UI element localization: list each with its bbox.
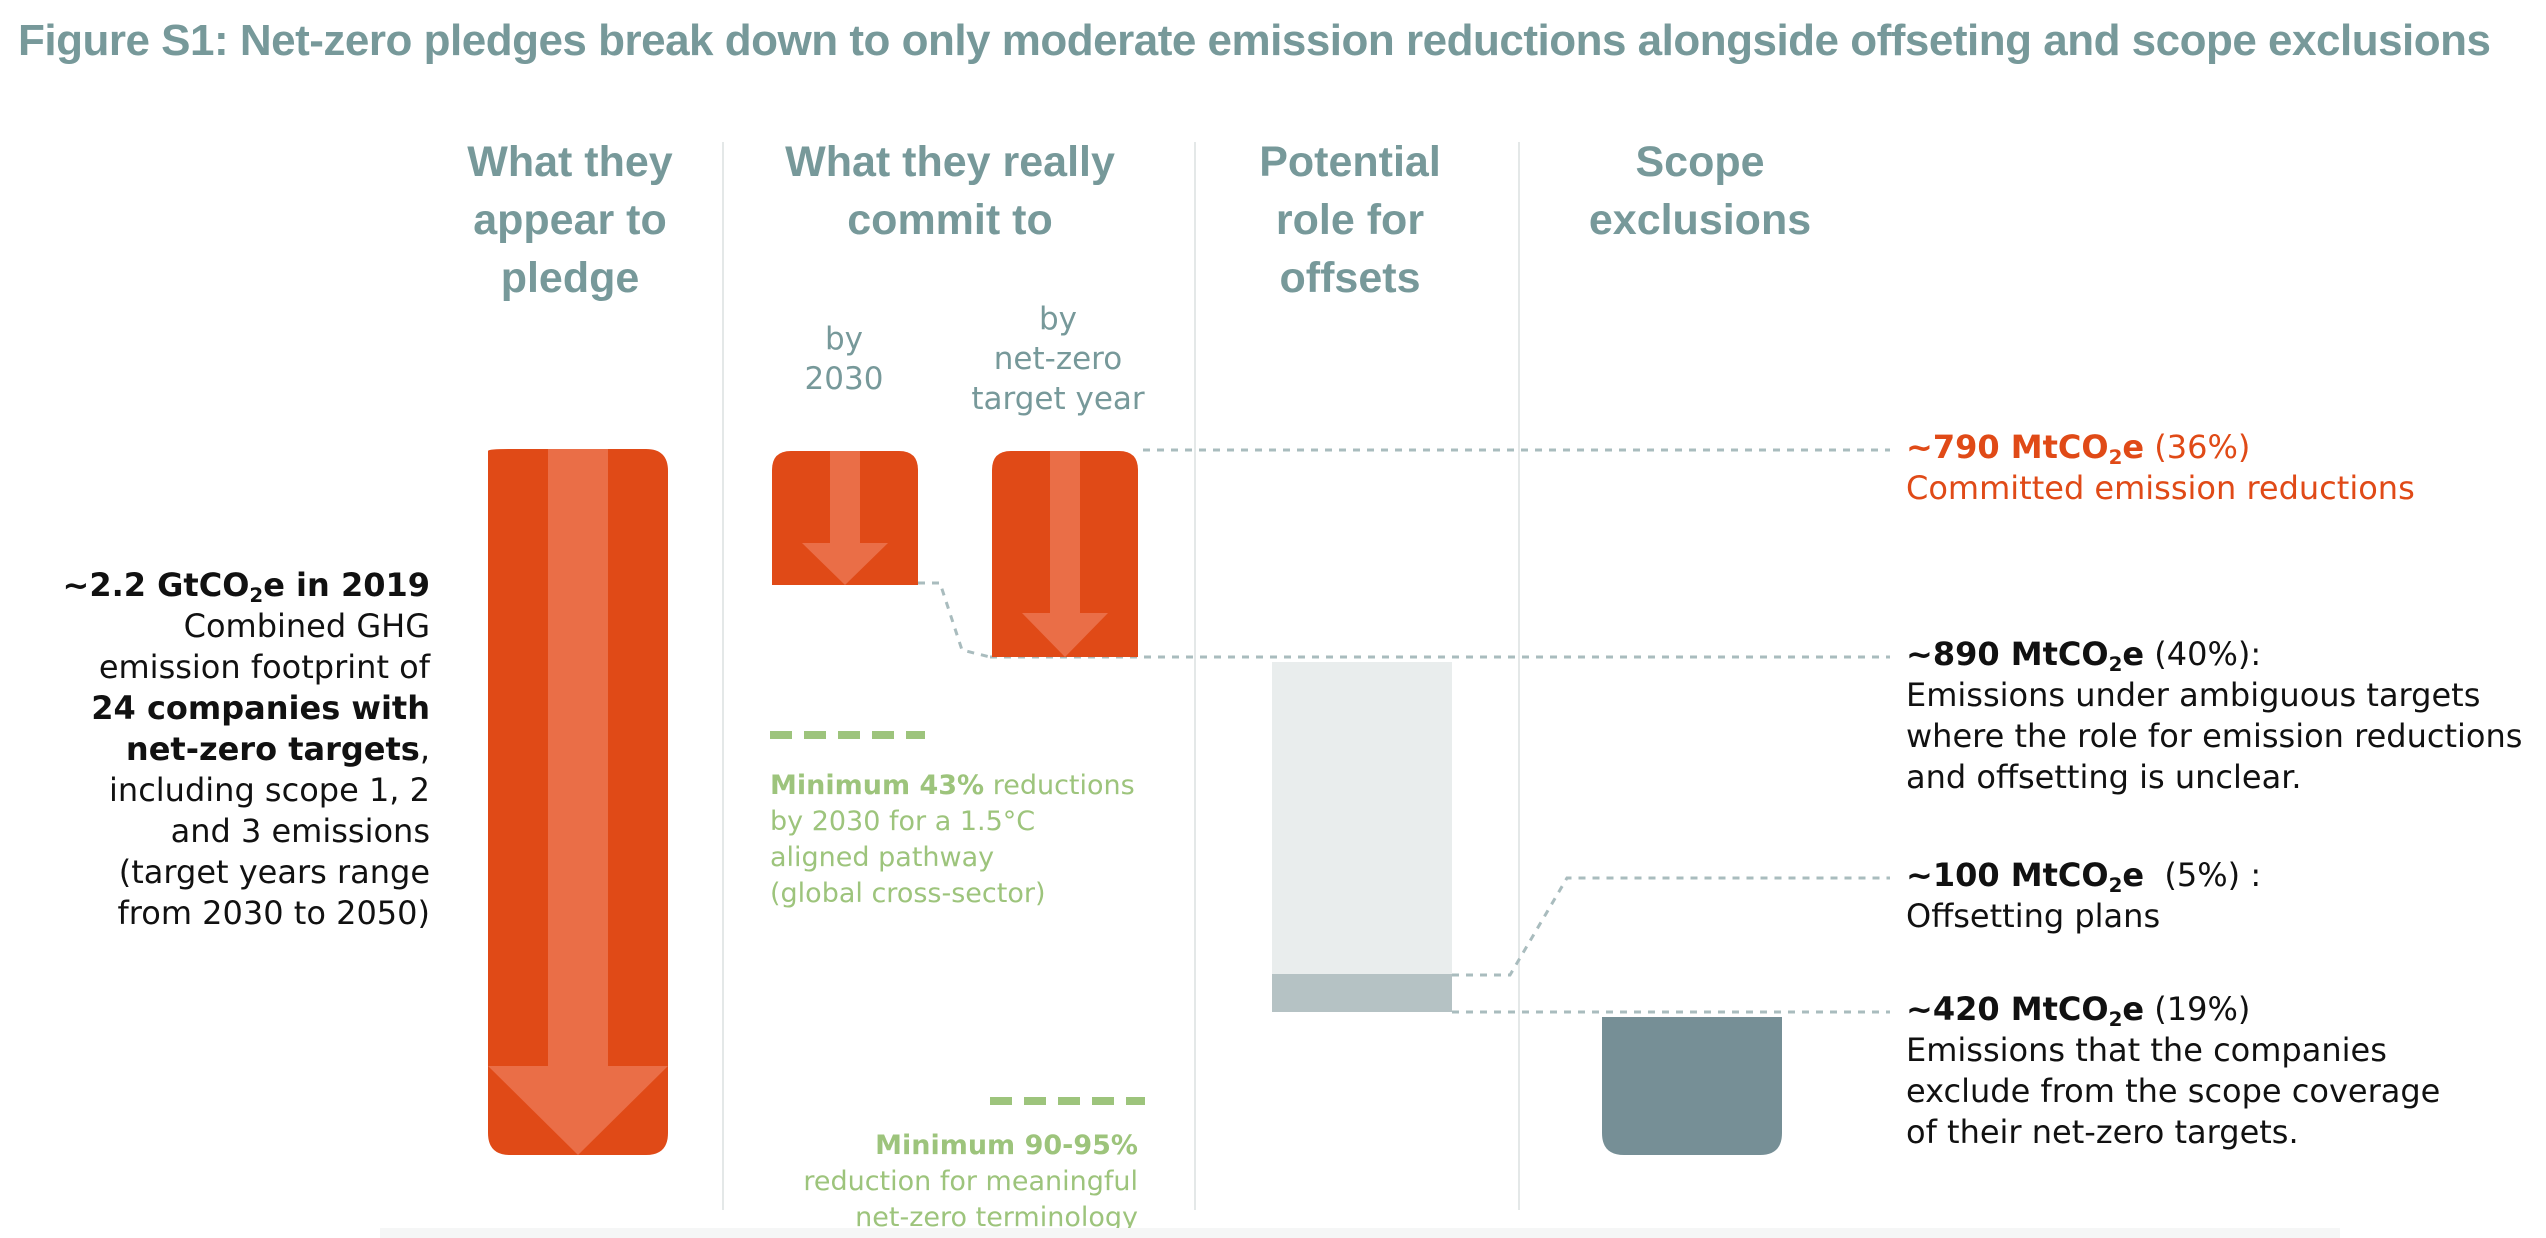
subheader-by-2030: by 2030	[764, 319, 924, 399]
label-line: exclude from the scope coverage	[1906, 1072, 2441, 1110]
annotation-line: emission footprint of	[98, 648, 430, 686]
benchmark-2030-rest: reductions	[984, 770, 1135, 801]
label-line: of their net-zero targets.	[1906, 1113, 2299, 1151]
total-headline: ~2.2 GtCO2e in 2019	[62, 566, 430, 607]
bar-scope-exclusions	[1602, 1017, 1782, 1155]
column-header-line: role for	[1275, 196, 1425, 244]
column-header-commit: What they really commit to	[750, 133, 1150, 249]
column-header-line: What they	[467, 138, 673, 186]
subheader-line: target year	[971, 381, 1145, 417]
annotation-line: Combined GHG	[183, 607, 430, 645]
arrow-2030-head	[802, 543, 888, 585]
column-divider	[1194, 142, 1196, 1210]
benchmark-line: aligned pathway	[770, 842, 995, 873]
column-header-line: offsets	[1279, 254, 1421, 302]
subheader-line: by	[1038, 301, 1078, 337]
arrow-net-zero-shaft	[1050, 451, 1080, 613]
benchmark-line: net-zero terminology	[855, 1202, 1138, 1233]
annotation-line: from 2030 to 2050)	[117, 894, 430, 932]
benchmark-line: reduction for meaningful	[803, 1166, 1138, 1197]
column-header-line: pledge	[500, 254, 640, 302]
column-header-pledge: What they appear to pledge	[440, 133, 700, 307]
benchmark-2030-bold: Minimum 43%	[770, 770, 985, 801]
bar-ambiguous	[1272, 662, 1452, 974]
value-label: ~890 MtCO2e	[1906, 635, 2145, 676]
percent-label: (36%)	[2144, 428, 2251, 466]
label-line: Committed emission reductions	[1906, 469, 2415, 507]
connector-offsetting	[1452, 876, 1890, 977]
total-footprint-annotation: ~2.2 GtCO2e in 2019 Combined GHG emissio…	[62, 566, 430, 932]
label-line: where the role for emission reductions	[1906, 717, 2523, 755]
annotation-line: including scope 1, 2	[109, 771, 430, 809]
value-label: ~100 MtCO2e	[1906, 856, 2145, 897]
percent-label: (40%):	[2144, 635, 2262, 673]
ambiguous-targets-label: ~890 MtCO2e (40%): Emissions under ambig…	[1906, 634, 2522, 798]
label-line: Offsetting plans	[1906, 897, 2161, 935]
pledge-arrow-head	[488, 1066, 668, 1155]
committed-reductions-label: ~790 MtCO2e (36%) Committed emission red…	[1906, 427, 2415, 509]
column-header-line: Scope	[1635, 138, 1765, 186]
column-divider	[1518, 142, 1520, 1210]
subheader-line: by	[824, 321, 864, 357]
column-header-offsets: Potential role for offsets	[1220, 133, 1480, 307]
annotation-bold-line: net-zero targets	[125, 730, 420, 768]
annotation-line: (target years range	[118, 853, 430, 891]
subheader-line: net-zero	[993, 341, 1123, 377]
column-header-line: Potential	[1259, 138, 1441, 186]
connector-2030-step	[918, 581, 991, 659]
annotation-bold-line: 24 companies with	[91, 689, 430, 727]
benchmark-net-zero-text: Minimum 90-95% reduction for meaningful …	[790, 1128, 1138, 1236]
column-header-line: exclusions	[1588, 196, 1812, 244]
bottom-shadow	[380, 1228, 2340, 1238]
label-line: Emissions that the companies	[1906, 1031, 2387, 1069]
benchmark-line: (global cross-sector)	[770, 878, 1046, 909]
column-header-scope: Scope exclusions	[1560, 133, 1840, 249]
label-line: and offsetting is unclear.	[1906, 758, 2302, 796]
annotation-line: and 3 emissions	[170, 812, 430, 850]
arrow-net-zero-head	[1022, 613, 1108, 657]
scope-exclusions-label: ~420 MtCO2e (19%) Emissions that the com…	[1906, 989, 2440, 1153]
column-divider	[722, 142, 724, 1210]
label-line: Emissions under ambiguous targets	[1906, 676, 2481, 714]
percent-label: (5%) :	[2144, 856, 2262, 894]
column-header-line: What they really	[785, 138, 1115, 186]
figure-title: Figure S1: Net-zero pledges break down t…	[18, 16, 2491, 65]
value-label: ~790 MtCO2e	[1906, 428, 2145, 469]
column-header-line: commit to	[847, 196, 1053, 244]
percent-label: (19%)	[2144, 990, 2251, 1028]
arrow-2030-shaft	[830, 451, 860, 543]
column-header-line: appear to	[473, 196, 667, 244]
offsetting-plans-label: ~100 MtCO2e (5%) : Offsetting plans	[1906, 855, 2261, 937]
benchmark-net-zero-bold: Minimum 90-95%	[875, 1130, 1138, 1161]
subheader-by-net-zero: by net-zero target year	[938, 299, 1178, 419]
subheader-line: 2030	[804, 361, 884, 397]
pledge-arrow-shaft	[548, 449, 608, 1066]
value-label: ~420 MtCO2e	[1906, 990, 2145, 1031]
benchmark-line: by 2030 for a 1.5°C	[770, 806, 1036, 837]
bar-offsetting	[1272, 974, 1452, 1012]
benchmark-2030-text: Minimum 43% reductions by 2030 for a 1.5…	[770, 768, 1135, 912]
